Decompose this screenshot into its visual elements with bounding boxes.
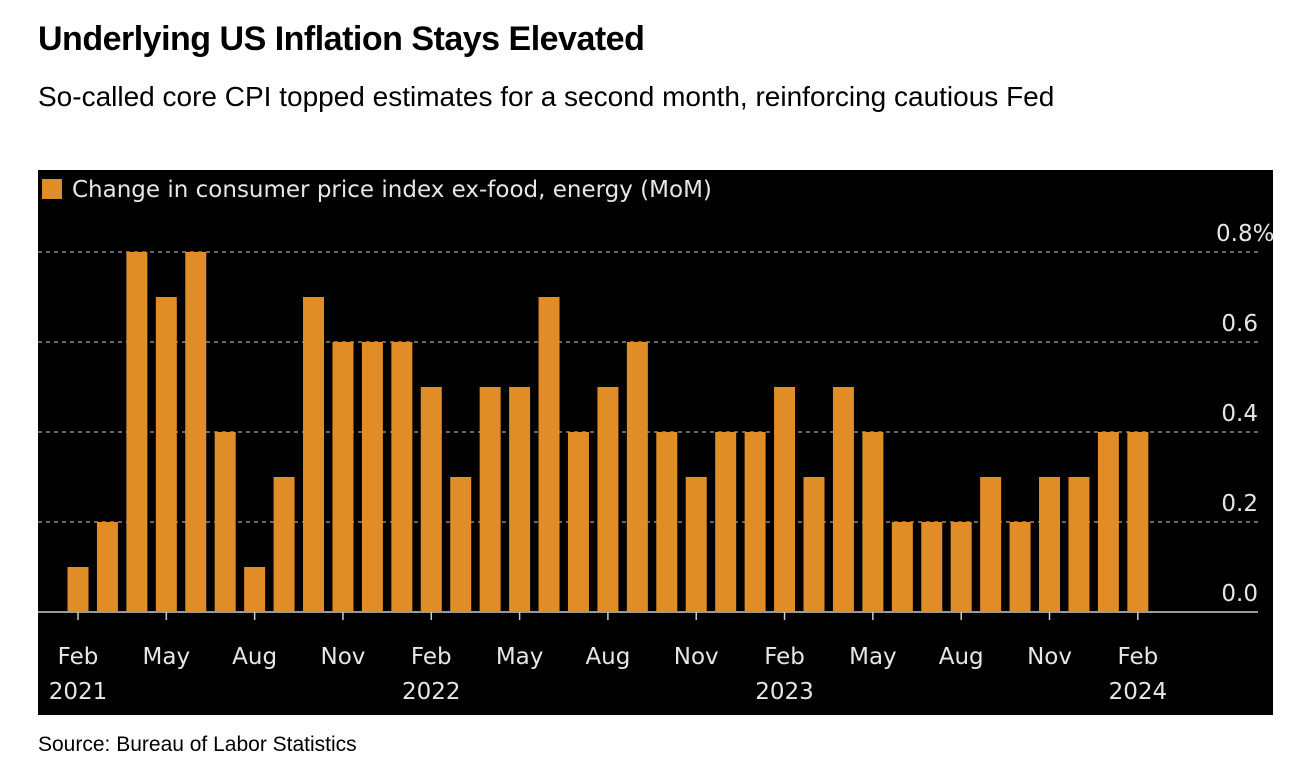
bar (67, 567, 89, 612)
x-tick-label: Feb (1117, 644, 1158, 670)
bar (303, 297, 325, 612)
bar (1127, 432, 1149, 612)
bar (626, 342, 648, 612)
bar (420, 387, 442, 612)
bar (921, 522, 943, 612)
bar (567, 432, 589, 612)
bar (509, 387, 531, 612)
x-tick-label: Feb (58, 644, 99, 670)
bar (715, 432, 737, 612)
bar (891, 522, 913, 612)
x-year-label: 2022 (402, 679, 461, 705)
x-tick-label: Aug (939, 644, 984, 670)
bar (774, 387, 796, 612)
x-tick-label: Feb (764, 644, 805, 670)
bar (479, 387, 501, 612)
bar (597, 387, 619, 612)
bar (950, 522, 972, 612)
bar (96, 522, 118, 612)
bar (803, 477, 825, 612)
bar (450, 477, 472, 612)
y-tick-label: 0.2 (1221, 491, 1258, 517)
x-tick-label: Aug (585, 644, 630, 670)
bar (244, 567, 266, 612)
bar (862, 432, 884, 612)
x-tick-label: Nov (321, 644, 366, 670)
y-tick-label: 0.8% (1216, 221, 1273, 247)
bar (1097, 432, 1119, 612)
x-tick-label: Aug (232, 644, 277, 670)
x-year-label: 2021 (49, 679, 108, 705)
x-tick-label: Nov (674, 644, 719, 670)
chart-subtitle: So-called core CPI topped estimates for … (38, 81, 1055, 112)
bar (185, 252, 207, 612)
source-note: Source: Bureau of Labor Statistics (38, 733, 357, 756)
bar (685, 477, 707, 612)
x-tick-label: May (143, 644, 191, 670)
legend-label: Change in consumer price index ex-food, … (72, 177, 712, 203)
legend-swatch (42, 179, 62, 199)
x-year-label: 2024 (1109, 679, 1168, 705)
bar (538, 297, 560, 612)
x-tick-label: Feb (411, 644, 452, 670)
bar (273, 477, 295, 612)
y-tick-label: 0.6 (1221, 311, 1258, 337)
bar (1039, 477, 1061, 612)
x-tick-label: May (496, 644, 544, 670)
chart-title: Underlying US Inflation Stays Elevated (38, 20, 645, 58)
x-tick-label: May (849, 644, 897, 670)
y-tick-label: 0.4 (1221, 401, 1258, 427)
chart-panel: Change in consumer price index ex-food, … (38, 170, 1274, 715)
x-year-label: 2023 (755, 679, 814, 705)
bar (744, 432, 766, 612)
bar (656, 432, 678, 612)
bar (155, 297, 177, 612)
x-tick-label: Nov (1027, 644, 1072, 670)
bar (391, 342, 413, 612)
bar (1068, 477, 1090, 612)
bar (1009, 522, 1031, 612)
bar (126, 252, 148, 612)
bar-chart: Change in consumer price index ex-food, … (38, 177, 1274, 705)
bar (361, 342, 383, 612)
y-tick-label: 0.0 (1221, 581, 1258, 607)
bar (214, 432, 236, 612)
bar (332, 342, 354, 612)
bar (832, 387, 854, 612)
bar (980, 477, 1002, 612)
